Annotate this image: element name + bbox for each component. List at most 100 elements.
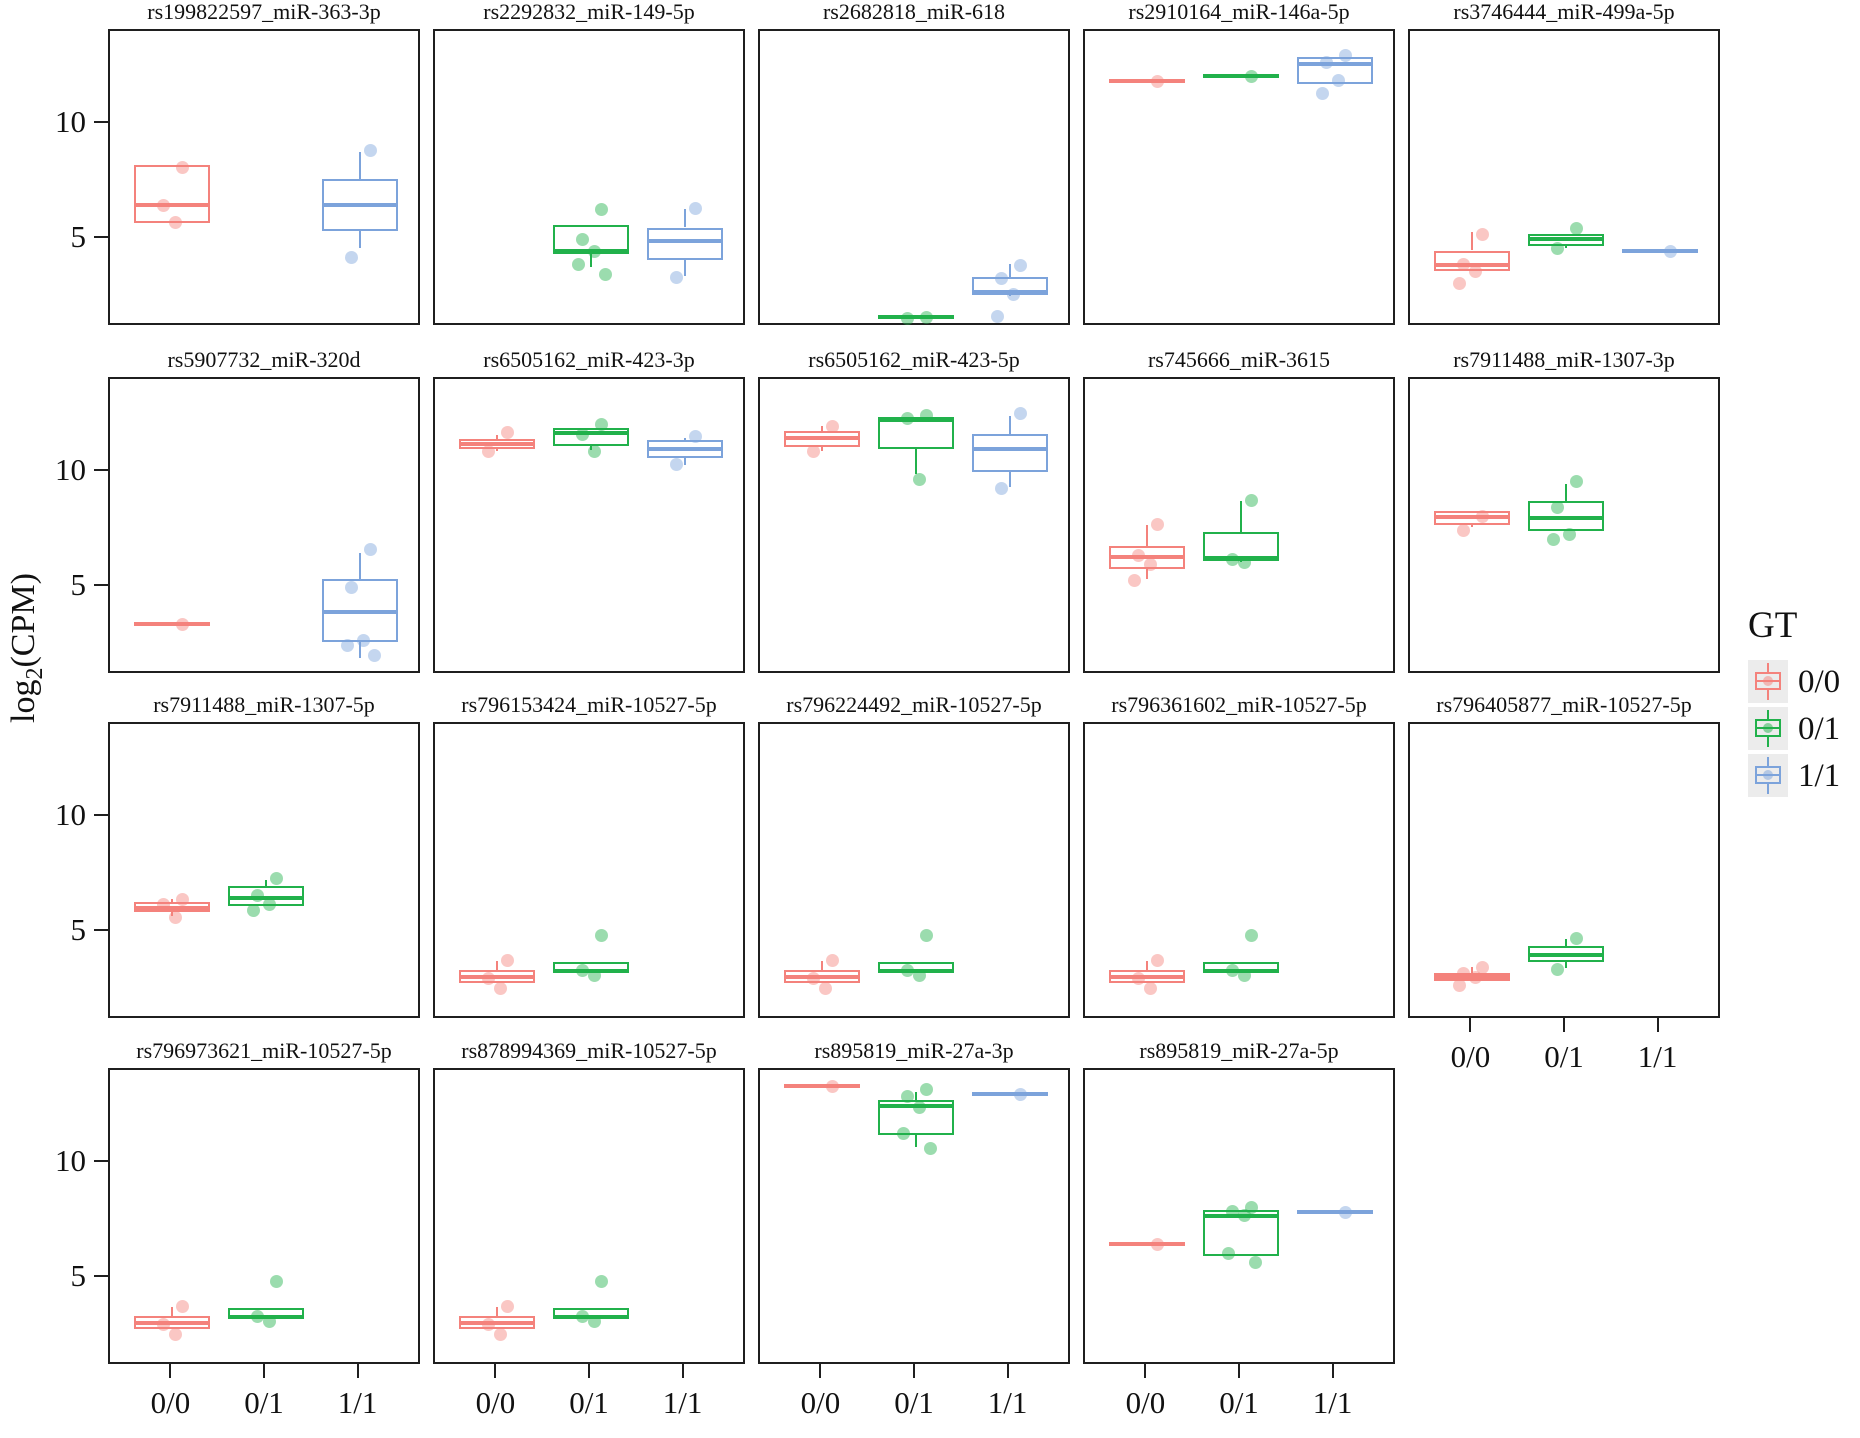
boxplot-lower-whisker bbox=[358, 230, 361, 249]
boxplot-box bbox=[1203, 1210, 1279, 1257]
x-tick-mark bbox=[588, 1364, 590, 1378]
boxplot-median bbox=[1528, 237, 1604, 241]
boxplot-median bbox=[321, 202, 398, 207]
data-point bbox=[1128, 574, 1142, 588]
boxplot-upper-whisker bbox=[683, 209, 686, 228]
data-point bbox=[901, 1090, 914, 1104]
boxplot-upper-whisker bbox=[171, 1306, 174, 1316]
x-tick-mark bbox=[1331, 1364, 1334, 1378]
facet-panel bbox=[1083, 377, 1395, 673]
data-point bbox=[920, 929, 933, 943]
y-tick-mark bbox=[94, 584, 108, 586]
data-point bbox=[924, 1142, 937, 1156]
x-tick-label: 0/0 bbox=[800, 1385, 841, 1420]
data-point bbox=[1013, 407, 1027, 421]
boxplot-median bbox=[1203, 556, 1279, 561]
data-point bbox=[826, 953, 840, 967]
boxplot-median bbox=[553, 248, 629, 253]
data-point bbox=[595, 417, 608, 431]
data-point bbox=[1315, 86, 1329, 100]
boxplot-median bbox=[134, 1320, 211, 1325]
data-point bbox=[990, 310, 1004, 324]
data-point bbox=[1151, 517, 1165, 531]
legend-entry: 0/1 bbox=[1748, 705, 1860, 751]
legend-label: 0/0 bbox=[1798, 664, 1841, 700]
boxplot-box bbox=[971, 276, 1048, 296]
y-tick-label: 5 bbox=[70, 567, 87, 602]
data-point bbox=[1570, 931, 1583, 945]
y-tick-mark bbox=[94, 121, 108, 123]
x-tick-label: 0/1 bbox=[569, 1385, 609, 1420]
data-point bbox=[263, 898, 276, 912]
boxplot-upper-whisker bbox=[915, 1091, 917, 1100]
facet-title: rs7911488_miR-1307-5p bbox=[153, 692, 375, 717]
facet-panel bbox=[108, 29, 420, 325]
data-point bbox=[176, 1299, 190, 1313]
boxplot-lower-whisker bbox=[1146, 568, 1149, 579]
boxplot-upper-whisker bbox=[358, 552, 361, 579]
y-tick-label: 5 bbox=[70, 1258, 87, 1293]
data-point bbox=[494, 1328, 508, 1342]
data-point bbox=[1547, 532, 1560, 546]
x-tick-label: 0/1 bbox=[894, 1385, 934, 1420]
x-tick-mark bbox=[1144, 1364, 1147, 1378]
boxplot-median bbox=[321, 610, 398, 615]
facet-title: rs796224492_miR-10527-5p bbox=[786, 692, 1042, 717]
legend-entry: 0/0 bbox=[1748, 658, 1860, 704]
data-point bbox=[1319, 55, 1333, 69]
data-point bbox=[1132, 548, 1146, 562]
y-tick-mark bbox=[94, 469, 108, 471]
boxplot-lower-whisker bbox=[1471, 524, 1474, 528]
x-tick-mark bbox=[1238, 1364, 1240, 1378]
boxplot-upper-whisker bbox=[1146, 960, 1149, 970]
data-point bbox=[913, 472, 926, 486]
boxplot-median bbox=[878, 969, 954, 974]
facet-title: rs6505162_miR-423-3p bbox=[483, 347, 695, 372]
x-tick-label: 0/0 bbox=[150, 1385, 191, 1420]
data-point bbox=[169, 911, 183, 925]
data-point bbox=[340, 638, 354, 652]
data-point bbox=[247, 904, 260, 918]
x-tick-label: 0/0 bbox=[1125, 1385, 1166, 1420]
data-point bbox=[1249, 1255, 1262, 1269]
facet-title: rs895819_miR-27a-5p bbox=[1139, 1038, 1339, 1063]
facet-title: rs2682818_miR-618 bbox=[822, 0, 1006, 24]
facet-title: rs5907732_miR-320d bbox=[167, 347, 361, 372]
facet-title: rs2292832_miR-149-5p bbox=[483, 0, 695, 24]
data-point bbox=[176, 892, 190, 906]
data-point bbox=[169, 215, 183, 229]
y-tick-label: 10 bbox=[55, 452, 86, 487]
data-point bbox=[1551, 242, 1564, 256]
boxplot-degenerate-box bbox=[1203, 73, 1279, 78]
facet-title: rs199822597_miR-363-3p bbox=[147, 0, 381, 24]
boxplot-upper-whisker bbox=[496, 1306, 499, 1316]
data-point bbox=[363, 144, 377, 158]
data-point bbox=[901, 963, 914, 977]
data-point bbox=[1469, 265, 1483, 279]
boxplot-degenerate-box bbox=[134, 621, 211, 626]
data-point bbox=[994, 482, 1008, 496]
x-tick-label: 1/1 bbox=[1312, 1385, 1353, 1420]
data-point bbox=[688, 430, 702, 444]
boxplot-median bbox=[553, 969, 629, 974]
boxplot-upper-whisker bbox=[1471, 966, 1474, 974]
legend-key-point bbox=[1763, 770, 1773, 780]
data-point bbox=[270, 871, 283, 885]
data-point bbox=[1563, 528, 1576, 542]
y-tick-mark bbox=[94, 1275, 108, 1277]
boxplot-lower-whisker bbox=[496, 449, 499, 452]
legend-key-point bbox=[1763, 723, 1773, 733]
boxplot-degenerate-box bbox=[1109, 79, 1186, 84]
data-point bbox=[176, 617, 190, 631]
y-axis-label: log2(CPM) bbox=[5, 573, 48, 723]
data-point bbox=[356, 633, 370, 647]
boxplot-degenerate-box bbox=[1621, 248, 1698, 253]
data-point bbox=[157, 1318, 171, 1331]
boxplot-lower-whisker bbox=[1008, 472, 1011, 487]
facet-title: rs796973621_miR-10527-5p bbox=[136, 1038, 392, 1063]
boxplot-box bbox=[553, 428, 629, 446]
facet-panel bbox=[1408, 29, 1720, 325]
facet-panel bbox=[433, 722, 745, 1018]
facet-title: rs796361602_miR-10527-5p bbox=[1111, 692, 1367, 717]
